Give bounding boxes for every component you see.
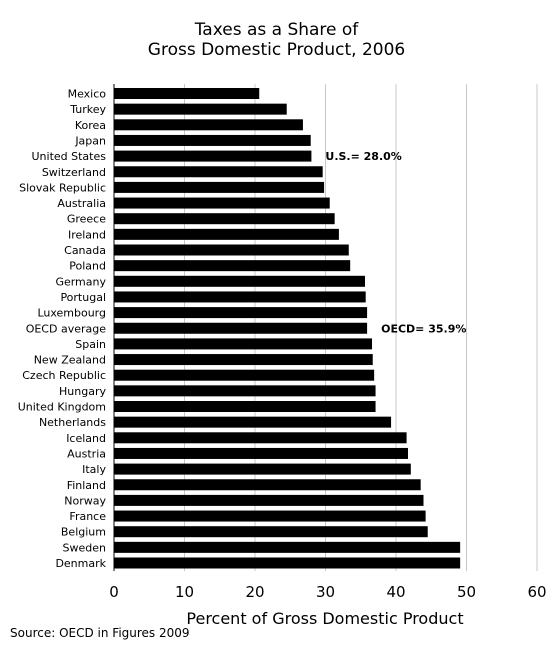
x-tick-label-0: 0 — [109, 583, 119, 601]
bar-netherlands — [114, 416, 392, 428]
x-tick-label-20: 20 — [245, 583, 264, 601]
bar-new-zealand — [114, 354, 373, 366]
category-label-slovak-republic: Slovak Republic — [19, 181, 106, 194]
category-label-denmark: Denmark — [55, 557, 106, 570]
category-label-turkey: Turkey — [69, 103, 106, 116]
category-label-new-zealand: New Zealand — [34, 354, 106, 367]
category-label-belgium: Belgium — [61, 526, 106, 539]
bar-italy — [114, 463, 411, 475]
category-label-iceland: Iceland — [66, 432, 106, 445]
bar-spain — [114, 338, 373, 350]
bar-united-kingdom — [114, 401, 376, 412]
bar-japan — [114, 134, 311, 146]
category-label-hungary: Hungary — [59, 385, 106, 398]
category-label-italy: Italy — [82, 463, 106, 476]
category-label-united-kingdom: United Kingdom — [18, 401, 106, 414]
category-label-luxembourg: Luxembourg — [37, 307, 106, 320]
bar-greece — [114, 213, 335, 225]
category-label-sweden: Sweden — [63, 541, 106, 554]
bar-finland — [114, 479, 421, 491]
category-label-australia: Australia — [57, 197, 106, 210]
bar-turkey — [114, 103, 287, 115]
bar-switzerland — [114, 166, 323, 178]
category-label-korea: Korea — [75, 119, 106, 132]
bar-korea — [114, 119, 303, 131]
category-label-czech-republic: Czech Republic — [22, 369, 106, 382]
bar-mexico — [114, 88, 260, 99]
bar-slovak-republic — [114, 181, 325, 193]
category-label-netherlands: Netherlands — [39, 416, 106, 429]
bar-united-states — [114, 150, 312, 162]
bar-canada — [114, 244, 349, 256]
source-note: Source: OECD in Figures 2009 — [10, 626, 190, 640]
bar-poland — [114, 260, 351, 272]
chart-title-line-1: Taxes as a Share of — [194, 20, 359, 40]
category-label-united-states: United States — [32, 150, 107, 163]
bar-norway — [114, 494, 424, 506]
bar-australia — [114, 197, 330, 209]
bar-austria — [114, 447, 408, 459]
category-label-norway: Norway — [64, 494, 106, 507]
x-tick-label-60: 60 — [527, 583, 546, 601]
bar-belgium — [114, 526, 428, 538]
bar-iceland — [114, 432, 407, 444]
category-label-poland: Poland — [69, 260, 106, 273]
x-tick-label-30: 30 — [316, 583, 335, 601]
category-label-japan: Japan — [74, 134, 106, 147]
bar-denmark — [114, 557, 461, 569]
bar-germany — [114, 275, 365, 287]
bar-sweden — [114, 541, 461, 553]
category-label-finland: Finland — [67, 479, 106, 492]
x-axis-title: Percent of Gross Domestic Product — [186, 609, 463, 628]
bar-france — [114, 510, 426, 522]
category-label-oecd-average: OECD average — [26, 322, 107, 335]
category-label-spain: Spain — [75, 338, 106, 351]
bar-ireland — [114, 228, 339, 240]
category-label-mexico: Mexico — [68, 88, 107, 101]
x-tick-label-10: 10 — [175, 583, 194, 601]
x-tick-label-50: 50 — [457, 583, 476, 601]
category-label-ireland: Ireland — [68, 228, 106, 241]
category-label-austria: Austria — [67, 447, 106, 460]
category-label-canada: Canada — [64, 244, 106, 257]
annotation-0: U.S.= 28.0% — [325, 150, 401, 163]
bar-luxembourg — [114, 307, 368, 319]
category-label-portugal: Portugal — [60, 291, 106, 304]
bar-czech-republic — [114, 369, 375, 381]
category-label-switzerland: Switzerland — [42, 166, 106, 179]
bar-hungary — [114, 385, 376, 397]
category-label-france: France — [69, 510, 106, 523]
chart-title-line-2: Gross Domestic Product, 2006 — [147, 40, 406, 60]
annotation-1: OECD= 35.9% — [381, 322, 466, 335]
category-label-greece: Greece — [67, 213, 106, 226]
bar-oecd-average — [114, 322, 368, 334]
x-tick-label-40: 40 — [386, 583, 405, 601]
category-label-germany: Germany — [55, 275, 106, 288]
bar-portugal — [114, 291, 366, 303]
